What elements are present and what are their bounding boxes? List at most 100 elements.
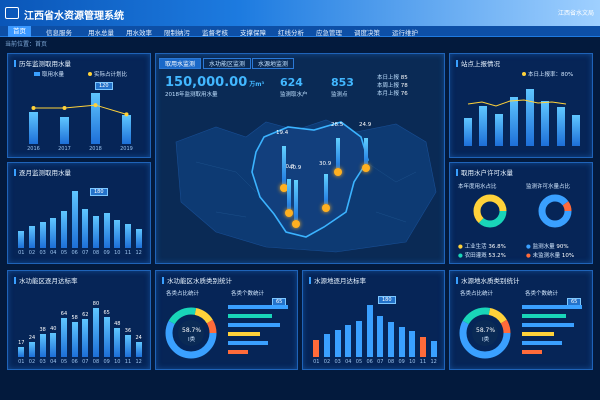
x-tick-label: 03 — [334, 359, 341, 365]
chart-bar — [541, 100, 550, 146]
chart-bar — [556, 107, 565, 146]
map-marker-label: 40.9 — [289, 165, 302, 171]
bar-value-label: 65 — [103, 310, 110, 317]
x-tick-label: 01 — [313, 359, 320, 365]
map-marker-label: 24.9 — [359, 122, 372, 128]
x-tick-label: 04 — [50, 250, 57, 256]
chart-bar — [18, 230, 25, 248]
donut-center-pct: 58.7% — [476, 327, 496, 334]
chart-bar — [61, 317, 67, 357]
map-marker-bar[interactable] — [282, 146, 286, 184]
nav-item-redline[interactable]: 红线分析 — [278, 29, 304, 37]
map-marker-bar[interactable] — [294, 180, 298, 220]
map-marker-dot[interactable] — [285, 209, 293, 217]
chart-bar — [388, 322, 394, 357]
sub-title: 本年度用水占比 — [458, 184, 497, 190]
chart-bar — [356, 320, 362, 357]
bar-value-label: 80 — [92, 301, 100, 308]
map-marker-dot[interactable] — [362, 164, 370, 172]
chart-bar — [525, 89, 534, 146]
x-tick-label: 06 — [71, 359, 78, 365]
x-tick-label: 12 — [135, 359, 142, 365]
chart-bar — [479, 105, 488, 146]
chart-bar — [103, 213, 110, 248]
panel-title: 逐月监测取用水量 — [14, 167, 71, 177]
chart-bar — [82, 208, 89, 248]
nav-bar: 首页 信息服务 用水总量 用水效率 限制纳污 监督考核 支撑保障 红线分析 应急… — [0, 26, 600, 37]
map-marker-dot[interactable] — [322, 204, 330, 212]
sub-title: 各类个数统计 — [231, 291, 265, 297]
chart-bar — [29, 112, 38, 144]
map-marker-label: 28.5 — [331, 122, 344, 128]
x-tick-label: 11 — [419, 359, 427, 365]
nav-item-info[interactable]: 信息服务 — [46, 29, 72, 37]
x-tick-label: 07 — [377, 359, 384, 365]
panel-monthly: 逐月监测取用水量 180 01 02 03 04 05 06 07 08 09 10 11 12 — [7, 162, 151, 264]
quality-donut — [459, 307, 511, 359]
chart-bar — [345, 325, 352, 357]
chart-bar — [29, 342, 35, 357]
map-marker-dot[interactable] — [334, 168, 342, 176]
bar-value-label: 62 — [82, 312, 89, 319]
chart-bar — [29, 225, 35, 248]
stat-households: 624 — [280, 76, 303, 89]
x-tick-label: 02 — [28, 250, 36, 256]
panel-title: 水功能区水质类别统计 — [162, 275, 232, 285]
map-marker-dot[interactable] — [292, 220, 300, 228]
report-week: 本周上报 78 — [377, 83, 408, 89]
donut-center-pct: 58.7% — [182, 327, 202, 334]
map-marker-bar[interactable] — [324, 174, 328, 204]
x-tick-label: 09 — [103, 250, 110, 256]
bar-value-label: 48 — [114, 320, 121, 327]
user-label[interactable]: 江西省水文局 — [557, 10, 594, 17]
x-tick-label: 12 — [430, 359, 437, 365]
chart-bar — [39, 333, 46, 357]
nav-item-pollution[interactable]: 限制纳污 — [164, 29, 190, 37]
nav-item-home[interactable]: 首页 — [8, 26, 31, 37]
x-tick-label: 05 — [355, 359, 363, 365]
report-month: 本月上报 76 — [377, 91, 408, 97]
x-tick-label: 12 — [135, 250, 142, 256]
x-tick-label: 07 — [82, 250, 89, 256]
quality-hbar — [522, 350, 542, 354]
nav-item-maintenance[interactable]: 运行维护 — [392, 29, 418, 37]
nav-item-dispatch[interactable]: 调度决策 — [354, 29, 380, 37]
legend-report-rate: 本日上报率：80% — [522, 70, 573, 78]
nav-item-support[interactable]: 支撑保障 — [240, 29, 266, 37]
chart-bar — [91, 93, 100, 144]
panel-sourcequality: 水源地水质类别统计 各类占比统计 各类个数统计 65 58.7% I类 — [449, 270, 593, 370]
chart-bar — [61, 210, 67, 248]
map-marker-bar[interactable] — [336, 138, 340, 168]
panel-funczone: 水功能区逐月达标率 17 01 24 02 38 03 40 04 64 05 58 06 62 07 80… — [7, 270, 151, 370]
quality-hbar — [228, 305, 288, 309]
map-marker-bar[interactable] — [364, 138, 368, 164]
chart-bar — [50, 218, 57, 248]
tab-source[interactable]: 水源地监测 — [252, 58, 295, 69]
tab-funczone[interactable]: 水功能区监测 — [203, 58, 252, 69]
x-tick-label: 09 — [103, 359, 110, 365]
x-tick-label: 10 — [409, 359, 416, 365]
x-tick-label: 08 — [387, 359, 395, 365]
x-tick-label: 2018 — [89, 146, 102, 152]
x-tick-label: 05 — [60, 250, 68, 256]
permit-item-farm: ● 农田灌溉 53.2% — [458, 253, 506, 259]
sub-title: 各类个数统计 — [525, 291, 559, 297]
x-tick-label: 04 — [345, 359, 352, 365]
x-tick-label: 09 — [398, 359, 405, 365]
map-marker-bar[interactable] — [287, 179, 291, 209]
map-marker-dot[interactable] — [280, 184, 288, 192]
x-tick-label: 10 — [114, 359, 121, 365]
nav-item-emergency[interactable]: 应急管理 — [316, 29, 342, 37]
nav-item-assessment[interactable]: 监督考核 — [202, 29, 228, 37]
chart-bar — [409, 330, 416, 357]
nav-item-efficiency[interactable]: 用水效率 — [126, 29, 152, 37]
chart-bar — [334, 329, 341, 357]
quality-hbar — [522, 323, 574, 327]
nav-item-total[interactable]: 用水总量 — [88, 29, 114, 37]
tab-intake[interactable]: 取用水监测 — [159, 58, 202, 69]
map-marker-label: 30.9 — [319, 161, 332, 167]
donut-center-label: I类 — [482, 337, 490, 343]
chart-bar — [313, 339, 320, 357]
x-tick-label: 2016 — [27, 146, 40, 152]
x-tick-label: 02 — [323, 359, 331, 365]
